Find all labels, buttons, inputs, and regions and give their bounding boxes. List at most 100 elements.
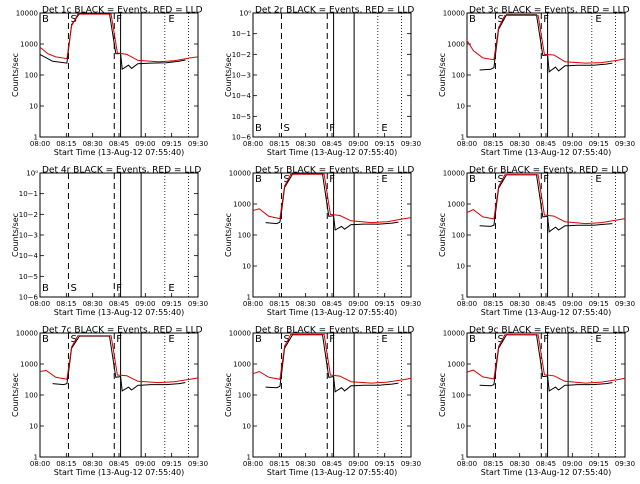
x-axis-label: Start Time (13-Aug-12 07:55:40) xyxy=(481,468,612,477)
y-tick-label: 100 xyxy=(452,392,465,400)
x-axis-label: Start Time (13-Aug-12 07:55:40) xyxy=(481,308,612,317)
chart-panel-2: Det 2r BLACK = Events, RED = LLD 10−6 10−5… xyxy=(224,6,421,158)
x-tick-label: 08:30 xyxy=(510,460,530,468)
y-axis-label: Counts/sec xyxy=(11,213,20,257)
marker-label-f: F xyxy=(543,14,549,25)
y-axis-label: Counts/sec xyxy=(11,53,20,97)
x-tick-label: 08:00 xyxy=(30,460,50,468)
series-line-events xyxy=(265,334,399,393)
marker-label-b: B xyxy=(469,334,476,345)
marker-label-e: E xyxy=(168,14,174,25)
marker-label-b: B xyxy=(469,174,476,185)
x-axis-label: Start Time (13-Aug-12 07:55:40) xyxy=(54,468,185,477)
y-tick-label: 10−3 xyxy=(19,232,38,240)
y-tick-label: 100 xyxy=(452,72,465,80)
x-tick-label: 09:00 xyxy=(562,460,582,468)
y-tick-label: 10−6 xyxy=(232,134,252,142)
y-tick-label: 10−4 xyxy=(232,92,252,100)
y-tick-label: 10 xyxy=(242,423,251,431)
chart-panel-3: Det 3c BLACK = Events, RED = LLD 1 10 100 10… xyxy=(438,6,635,158)
y-tick-label: 1 xyxy=(34,454,38,462)
x-tick-label: 08:45 xyxy=(322,300,342,308)
marker-label-f: F xyxy=(329,334,335,345)
series-line-lld xyxy=(39,13,199,63)
marker-label-s: S xyxy=(283,174,289,185)
x-tick-label: 08:15 xyxy=(483,460,503,468)
y-tick-label: 10000 xyxy=(443,10,465,18)
series-line-events xyxy=(479,334,613,392)
plot-frame xyxy=(39,12,199,138)
y-tick-label: 10000 xyxy=(229,170,251,178)
series-line-lld xyxy=(466,174,626,225)
y-tick-label: 1000 xyxy=(233,201,251,209)
series-line-lld xyxy=(252,333,412,384)
y-tick-label: 10−5 xyxy=(232,113,251,121)
x-tick-label: 08:00 xyxy=(30,300,50,308)
marker-label-e: E xyxy=(595,334,601,345)
marker-label-s: S xyxy=(283,123,289,134)
x-tick-label: 09:15 xyxy=(375,140,395,148)
series-line-lld xyxy=(466,14,626,64)
x-tick-label: 09:30 xyxy=(615,300,635,308)
y-tick-label: 100 xyxy=(452,232,465,240)
y-axis-label: Counts/sec xyxy=(438,53,447,97)
y-axis-label: Counts/sec xyxy=(224,373,233,417)
y-tick-label: 100 xyxy=(25,392,38,400)
chart-title: Det 9c BLACK = Events, RED = LLD xyxy=(469,326,630,336)
chart-title: Det 5r BLACK = Events, RED = LLD xyxy=(255,166,414,176)
y-tick-label: 10−1 xyxy=(232,30,251,38)
marker-label-f: F xyxy=(116,283,122,294)
chart-panel-6: Det 6r BLACK = Events, RED = LLD 1 10 100 10… xyxy=(438,166,635,318)
x-tick-label: 08:30 xyxy=(296,460,316,468)
x-tick-label: 08:15 xyxy=(56,300,76,308)
marker-label-e: E xyxy=(595,174,601,185)
plot-frame xyxy=(252,332,412,458)
series-line-lld xyxy=(39,335,199,384)
marker-label-f: F xyxy=(329,174,335,185)
x-tick-label: 08:30 xyxy=(296,140,316,148)
x-tick-label: 08:45 xyxy=(536,460,556,468)
x-tick-label: 09:15 xyxy=(162,140,182,148)
y-tick-label: 100 xyxy=(25,72,38,80)
x-tick-label: 08:30 xyxy=(296,300,316,308)
x-axis-label: Start Time (13-Aug-12 07:55:40) xyxy=(54,308,185,317)
x-tick-label: 09:30 xyxy=(615,140,635,148)
marker-label-s: S xyxy=(70,334,76,345)
chart-panel-8: Det 8r BLACK = Events, RED = LLD 1 10 100 10… xyxy=(224,326,421,478)
y-tick-label: 10 xyxy=(456,263,465,271)
y-tick-label: 10000 xyxy=(443,330,465,338)
y-tick-label: 1000 xyxy=(447,41,465,49)
y-tick-label: 1000 xyxy=(233,361,251,369)
series-line-events xyxy=(52,335,186,392)
chart-panel-1: Det 1c BLACK = Events, RED = LLD 1 10 100 10… xyxy=(11,6,208,158)
x-tick-label: 08:45 xyxy=(322,140,342,148)
y-tick-label: 10000 xyxy=(229,330,251,338)
x-tick-label: 09:00 xyxy=(562,140,582,148)
x-tick-label: 09:30 xyxy=(401,140,421,148)
x-tick-label: 08:45 xyxy=(109,300,129,308)
x-tick-label: 09:15 xyxy=(589,140,609,148)
y-tick-label: 1 xyxy=(34,134,38,142)
x-tick-label: 08:45 xyxy=(109,460,129,468)
series-line-events xyxy=(265,173,399,231)
y-tick-label: 100 xyxy=(238,232,251,240)
plot-frame xyxy=(252,172,412,298)
y-tick-label: 1 xyxy=(247,454,251,462)
x-tick-label: 09:30 xyxy=(188,300,208,308)
y-axis-label: Counts/sec xyxy=(224,53,233,97)
marker-label-f: F xyxy=(543,174,549,185)
y-tick-label: 10 xyxy=(29,423,38,431)
x-axis-label: Start Time (13-Aug-12 07:55:40) xyxy=(267,148,398,157)
chart-panel-5: Det 5r BLACK = Events, RED = LLD 1 10 100 10… xyxy=(224,166,421,318)
chart-panel-4: Det 4r BLACK = Events, RED = LLD 10−6 10−5… xyxy=(11,166,208,318)
x-tick-label: 08:15 xyxy=(269,140,289,148)
y-axis-label: Counts/sec xyxy=(224,213,233,257)
y-tick-label: 10 xyxy=(29,103,38,111)
marker-label-f: F xyxy=(329,123,335,134)
y-tick-label: 10⁰ xyxy=(239,10,251,18)
x-tick-label: 08:45 xyxy=(109,140,129,148)
y-tick-label: 100 xyxy=(238,392,251,400)
series-line-events xyxy=(479,14,613,73)
x-axis-label: Start Time (13-Aug-12 07:55:40) xyxy=(54,148,185,157)
x-tick-label: 09:15 xyxy=(375,460,395,468)
